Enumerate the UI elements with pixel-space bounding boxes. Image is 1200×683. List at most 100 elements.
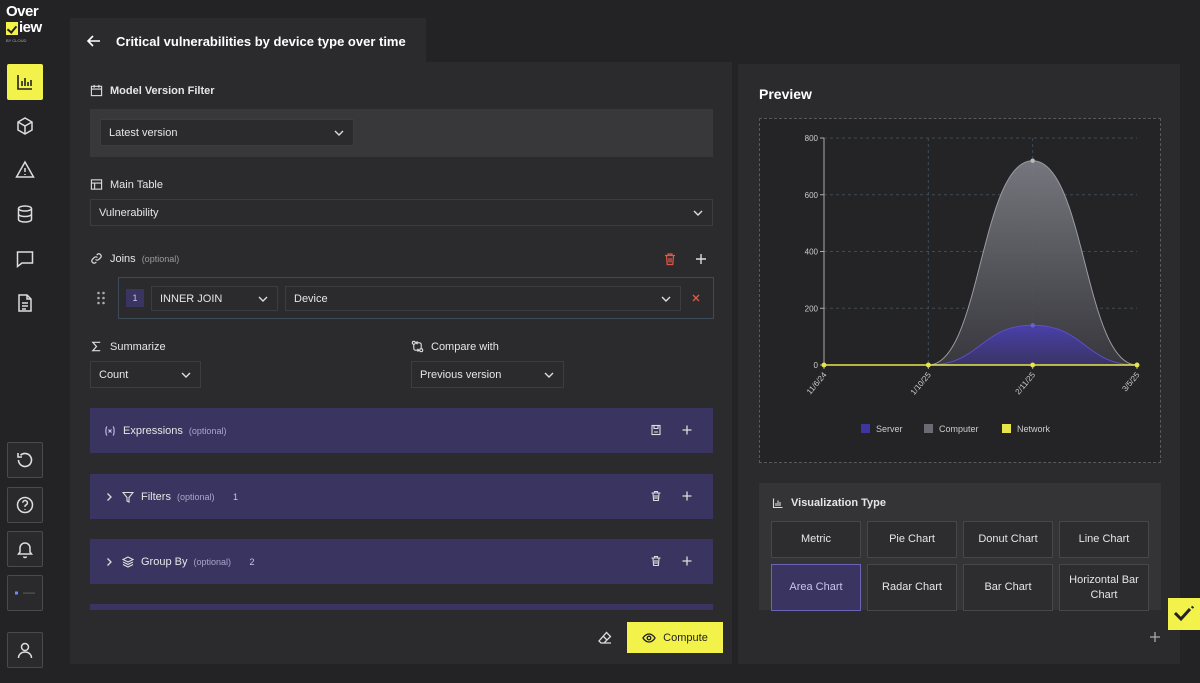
viz-type-area-chart[interactable]: Area Chart bbox=[771, 564, 861, 611]
arrow-left-icon[interactable] bbox=[86, 33, 102, 49]
chevron-down-icon bbox=[258, 296, 268, 302]
assistant-button[interactable] bbox=[1168, 598, 1200, 630]
section-filters-title: Filters bbox=[141, 490, 171, 503]
summarize-select[interactable]: Count bbox=[90, 361, 201, 388]
trash-icon[interactable] bbox=[663, 252, 677, 266]
legend-swatch-server bbox=[861, 424, 870, 433]
sidebar-item-help[interactable] bbox=[7, 487, 43, 523]
viz-type-metric[interactable]: Metric bbox=[771, 521, 861, 558]
point-network-top-2 bbox=[1030, 362, 1036, 368]
viz-type-donut-chart[interactable]: Donut Chart bbox=[963, 521, 1053, 558]
y-tick-label-3: 600 bbox=[805, 191, 819, 200]
link-icon bbox=[91, 253, 102, 264]
compare-select[interactable]: Previous version bbox=[411, 361, 564, 388]
sidebar-item-messages[interactable] bbox=[7, 241, 43, 277]
save-icon[interactable] bbox=[650, 424, 662, 436]
trash-icon[interactable] bbox=[650, 555, 662, 567]
join-table-select[interactable]: Device bbox=[285, 286, 681, 311]
add-join-icon[interactable] bbox=[694, 252, 708, 266]
legend-swatch-network bbox=[1002, 424, 1011, 433]
logo-line1: Over bbox=[6, 3, 39, 20]
point-network-top-3 bbox=[1134, 362, 1140, 368]
join-type-value: INNER JOIN bbox=[160, 292, 223, 305]
legend-swatch-computer bbox=[924, 424, 933, 433]
section-expressions-optional: (optional) bbox=[188, 425, 227, 436]
add-widget-icon[interactable] bbox=[1148, 630, 1162, 644]
trash-icon[interactable] bbox=[650, 490, 662, 502]
legend-label-computer: Computer bbox=[939, 424, 979, 434]
logo-check-icon bbox=[6, 21, 18, 35]
join-index-badge: 1 bbox=[126, 289, 144, 307]
chevron-right-icon[interactable] bbox=[104, 492, 114, 502]
logo-line2-text: iew bbox=[19, 19, 42, 36]
y-tick-label-4: 800 bbox=[805, 134, 819, 143]
compare-label-text: Compare with bbox=[431, 340, 499, 353]
main-table-value: Vulnerability bbox=[99, 206, 159, 219]
point-server-2 bbox=[1030, 323, 1035, 328]
section-filters[interactable]: Filters (optional) 1 bbox=[90, 474, 713, 519]
sidebar-item-documents[interactable] bbox=[7, 285, 43, 321]
filter-icon bbox=[122, 491, 134, 503]
compute-label: Compute bbox=[663, 631, 708, 644]
section-expressions[interactable]: Expressions (optional) bbox=[90, 408, 713, 453]
compare-label: Compare with bbox=[411, 340, 499, 353]
sidebar-item-database[interactable] bbox=[7, 196, 43, 232]
model-version-select[interactable]: Latest version bbox=[100, 119, 354, 146]
sidebar-item-profile[interactable] bbox=[7, 632, 43, 668]
summarize-value: Count bbox=[99, 368, 129, 381]
chevron-down-icon bbox=[693, 210, 703, 216]
sidebar-item-alerts[interactable] bbox=[7, 152, 43, 188]
area-chart: 0 200 400 600 800 11/6/24 1/10/25 2/11/25 3/5/25… bbox=[805, 134, 1142, 434]
bar-chart-icon bbox=[17, 75, 32, 90]
section-filters-optional: (optional) bbox=[176, 491, 215, 502]
point-network-top-0 bbox=[821, 362, 827, 368]
join-type-select[interactable]: INNER JOIN bbox=[151, 286, 278, 311]
chevron-down-icon bbox=[181, 372, 191, 378]
sigma-icon bbox=[91, 341, 101, 352]
legend-label-server: Server bbox=[876, 424, 903, 434]
main-table-select[interactable]: Vulnerability bbox=[90, 199, 713, 226]
point-network-top-1 bbox=[925, 362, 931, 368]
section-partial bbox=[90, 604, 713, 610]
viz-type-bar-chart[interactable]: Bar Chart bbox=[963, 564, 1053, 611]
compare-value: Previous version bbox=[420, 368, 502, 381]
viz-type-radar-chart[interactable]: Radar Chart bbox=[867, 564, 957, 611]
remove-join-icon[interactable] bbox=[690, 292, 702, 304]
sidebar-item-history[interactable] bbox=[7, 442, 43, 478]
add-expression-icon[interactable] bbox=[681, 424, 693, 436]
sidebar-item-charts[interactable] bbox=[7, 64, 43, 100]
sidebar-item-packages[interactable] bbox=[7, 108, 43, 144]
chevron-right-icon[interactable] bbox=[104, 557, 114, 567]
help-icon bbox=[16, 496, 34, 514]
sidebar-item-workspace[interactable] bbox=[7, 575, 43, 611]
warning-icon bbox=[15, 160, 35, 178]
viz-type-horizontal-bar-chart[interactable]: Horizontal Bar Chart bbox=[1059, 564, 1149, 611]
function-icon bbox=[105, 425, 115, 436]
compute-button[interactable]: Compute bbox=[627, 622, 723, 653]
add-group-icon[interactable] bbox=[681, 555, 693, 567]
add-filter-icon[interactable] bbox=[681, 490, 693, 502]
viz-type-line-chart[interactable]: Line Chart bbox=[1059, 521, 1149, 558]
document-icon bbox=[18, 294, 32, 312]
preview-title: Preview bbox=[759, 86, 812, 102]
workspace-icon bbox=[15, 591, 35, 595]
user-icon bbox=[17, 642, 33, 659]
page-title: Critical vulnerabilities by device type … bbox=[116, 33, 406, 49]
section-group-by-optional: (optional) bbox=[193, 556, 231, 567]
section-group-by[interactable]: Group By (optional) 2 bbox=[90, 539, 713, 584]
joins-label-text: Joins bbox=[110, 252, 136, 265]
summarize-label: Summarize bbox=[90, 340, 166, 353]
filters-count-badge: 1 bbox=[226, 487, 245, 506]
check-sparkle-icon bbox=[1173, 605, 1195, 622]
viz-type-pie-chart[interactable]: Pie Chart bbox=[867, 521, 957, 558]
sidebar-item-notifications[interactable] bbox=[7, 531, 43, 567]
x-tick-label-2: 2/11/25 bbox=[1014, 370, 1038, 396]
chevron-down-icon bbox=[334, 130, 344, 136]
app-logo[interactable]: Over iew BY CLOUD bbox=[6, 4, 46, 46]
main-table-label: Main Table bbox=[90, 178, 163, 191]
chevron-down-icon bbox=[661, 296, 671, 302]
drag-handle-icon[interactable] bbox=[96, 291, 106, 305]
y-tick-label-1: 200 bbox=[805, 304, 819, 313]
main-table-label-text: Main Table bbox=[110, 178, 163, 191]
eraser-icon[interactable] bbox=[597, 630, 613, 646]
